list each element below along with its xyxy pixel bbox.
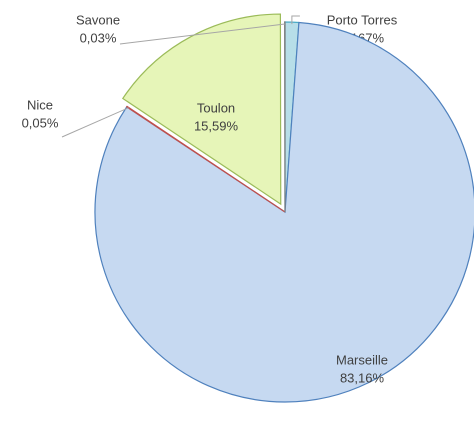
value-label: 0,05% <box>22 115 59 130</box>
leader-line <box>61 107 129 138</box>
slice-label: Marseille <box>336 352 388 367</box>
value-label: 0,03% <box>80 30 117 45</box>
pie-slice <box>125 105 286 213</box>
slice-label: Toulon <box>197 100 235 115</box>
slice-label: Nice <box>27 97 53 112</box>
slice-label: Savone <box>76 12 120 27</box>
value-label: 83,16% <box>340 370 385 385</box>
leader-line <box>291 15 300 25</box>
value-label: 15,59% <box>194 118 239 133</box>
leader-line <box>119 23 285 45</box>
slice-label: Porto Torres <box>327 12 398 27</box>
pie-slice <box>121 13 282 206</box>
